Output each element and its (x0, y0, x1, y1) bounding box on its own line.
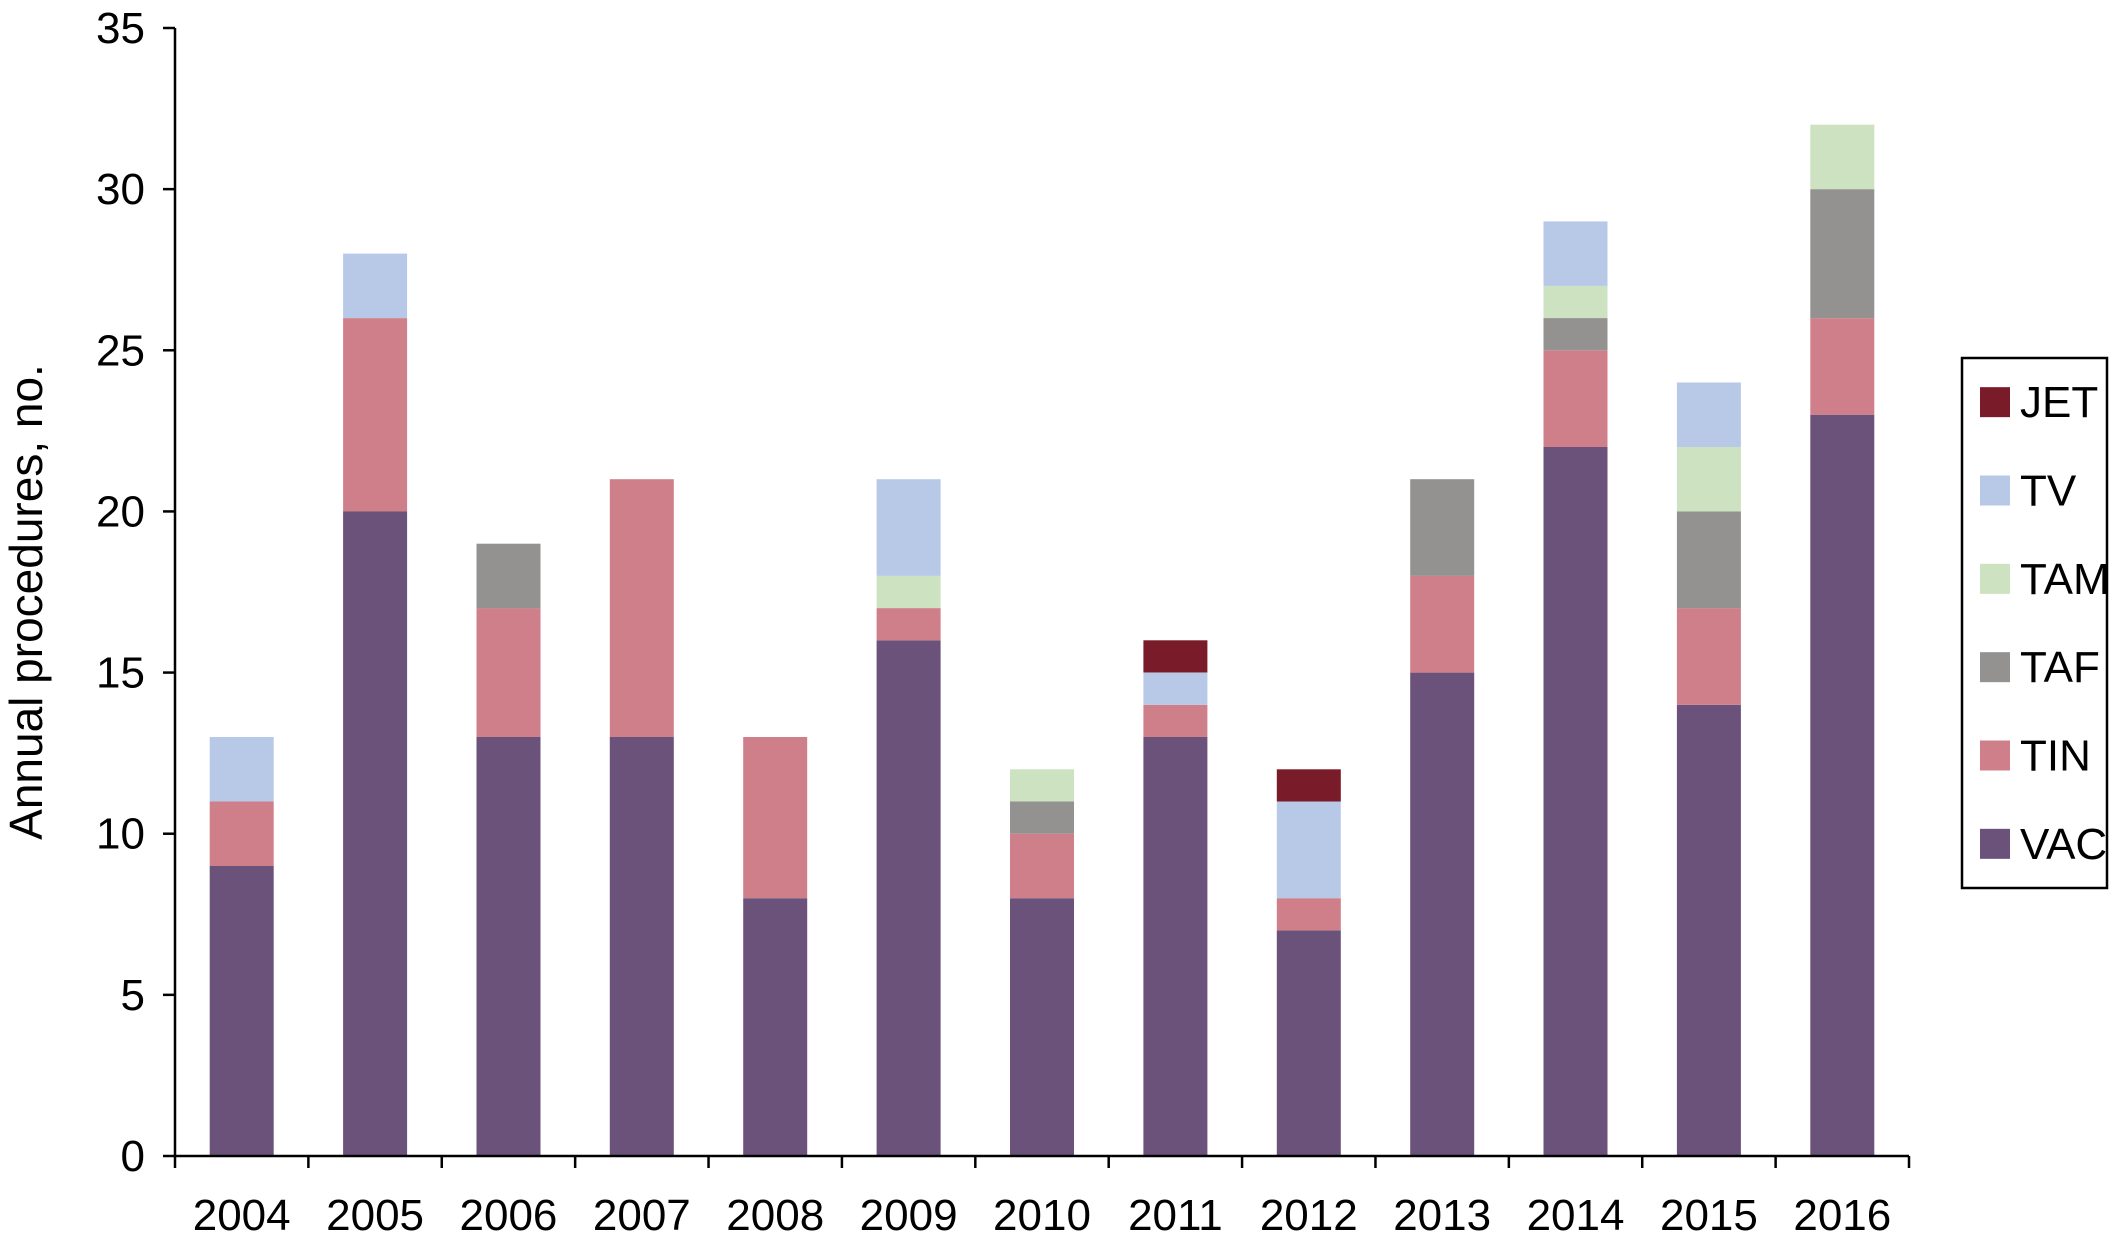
bar-tam-2015 (1676, 447, 1741, 512)
y-axis-title: Annual procedures, no. (0, 364, 52, 840)
y-tick-label-0: 0 (121, 1132, 145, 1181)
legend-label-jet: JET (2020, 378, 2098, 427)
bar-taf-2014 (1543, 318, 1608, 351)
bar-tv-2009 (876, 479, 941, 576)
legend-swatch-vac (1980, 828, 2010, 859)
bar-vac-2013 (1410, 672, 1475, 1156)
x-tick-label-2010: 2010 (993, 1191, 1091, 1240)
bar-tin-2014 (1543, 350, 1608, 447)
bar-vac-2015 (1676, 704, 1741, 1156)
y-tick-label-30: 30 (96, 165, 145, 214)
legend-label-tin: TIN (2020, 732, 2091, 781)
bar-taf-2013 (1410, 479, 1475, 576)
bar-tam-2010 (1010, 769, 1074, 802)
bar-tin-2009 (876, 608, 941, 641)
bar-tin-2010 (1010, 833, 1074, 899)
x-tick-label-2006: 2006 (460, 1191, 558, 1240)
bar-tv-2005 (343, 253, 408, 319)
bar-vac-2005 (343, 511, 408, 1156)
legend-swatch-tin (1980, 740, 2010, 771)
bar-vac-2010 (1010, 898, 1074, 1156)
x-tick-label-2007: 2007 (593, 1191, 691, 1240)
bar-tin-2007 (609, 479, 674, 737)
legend-label-tam: TAM (2020, 555, 2110, 604)
y-tick-label-20: 20 (96, 487, 145, 536)
bar-jet-2011 (1143, 640, 1208, 673)
bar-vac-2016 (1810, 414, 1875, 1156)
bar-taf-2010 (1010, 801, 1074, 834)
x-tick-label-2005: 2005 (326, 1191, 424, 1240)
bar-tin-2012 (1276, 898, 1341, 931)
x-tick-label-2011: 2011 (1128, 1191, 1223, 1240)
bar-tin-2016 (1810, 318, 1875, 415)
bar-taf-2006 (476, 543, 541, 609)
bar-tv-2015 (1676, 382, 1741, 447)
bar-vac-2014 (1543, 447, 1608, 1156)
y-tick-label-5: 5 (121, 971, 145, 1020)
legend-label-tv: TV (2020, 467, 2077, 516)
bar-vac-2012 (1276, 930, 1341, 1156)
x-tick-label-2004: 2004 (193, 1191, 291, 1240)
bar-tin-2015 (1676, 608, 1741, 705)
bar-vac-2009 (876, 640, 941, 1156)
legend-label-vac: VAC (2020, 820, 2107, 869)
bar-tv-2004 (209, 737, 274, 802)
y-tick-label-35: 35 (96, 4, 145, 53)
bar-tam-2016 (1810, 124, 1875, 190)
bars-layer (209, 124, 1875, 1156)
x-tick-label-2008: 2008 (726, 1191, 824, 1240)
legend-label-taf: TAF (2020, 643, 2100, 692)
y-tick-label-10: 10 (96, 810, 145, 859)
x-tick-label-2014: 2014 (1527, 1191, 1625, 1240)
bar-jet-2012 (1276, 769, 1341, 802)
bar-tv-2012 (1276, 801, 1341, 899)
legend-swatch-tv (1980, 475, 2010, 506)
legend: JET TV TAM TAF TIN VAC (1960, 356, 2110, 890)
bar-vac-2011 (1143, 737, 1208, 1156)
y-tick-label-25: 25 (96, 326, 145, 375)
bar-tin-2006 (476, 608, 541, 737)
y-tick-label-15: 15 (96, 649, 145, 698)
bar-taf-2016 (1810, 189, 1875, 318)
axes-layer: 0 5 10 15 20 25 30 35 2004 2005 2006 2007 2008 2009 20… (96, 4, 1911, 1240)
bar-tam-2009 (876, 575, 941, 609)
x-tick-label-2013: 2013 (1393, 1191, 1491, 1240)
x-tick-label-2016: 2016 (1793, 1191, 1891, 1240)
bar-tv-2014 (1543, 221, 1608, 286)
x-tick-label-2012: 2012 (1260, 1191, 1358, 1240)
bar-tin-2011 (1143, 704, 1208, 737)
bar-tin-2013 (1410, 575, 1475, 673)
legend-swatch-jet (1980, 387, 2010, 418)
bar-tin-2008 (743, 737, 808, 899)
bar-vac-2006 (476, 737, 541, 1156)
x-tick-label-2015: 2015 (1660, 1191, 1758, 1240)
legend-box (1960, 356, 2109, 890)
bar-taf-2015 (1676, 511, 1741, 609)
bar-vac-2007 (609, 737, 674, 1156)
x-tick-label-2009: 2009 (860, 1191, 958, 1240)
bar-vac-2008 (743, 898, 808, 1156)
legend-swatch-taf (1980, 652, 2010, 683)
bar-vac-2004 (209, 865, 274, 1156)
bar-tv-2011 (1143, 672, 1208, 705)
bar-tin-2004 (209, 801, 274, 866)
legend-swatch-tam (1980, 563, 2010, 594)
bar-tam-2014 (1543, 285, 1608, 318)
bar-tin-2005 (343, 318, 408, 512)
